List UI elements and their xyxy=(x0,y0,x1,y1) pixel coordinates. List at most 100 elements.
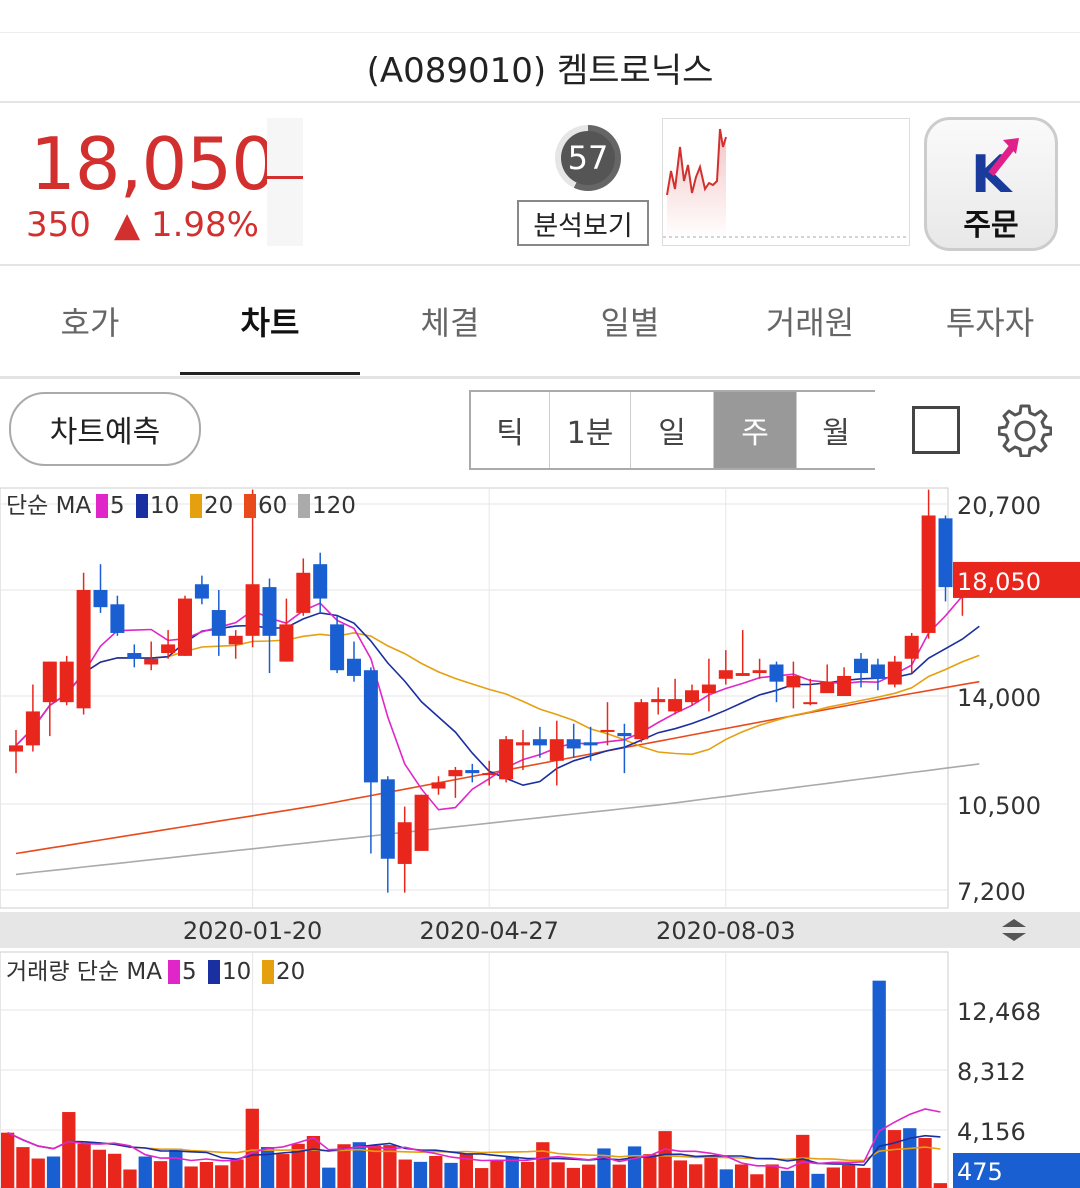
fullscreen-checkbox[interactable] xyxy=(912,406,960,454)
volume-bar xyxy=(887,1130,902,1188)
candle-body xyxy=(820,681,835,694)
analysis-score-badge[interactable]: 57 xyxy=(555,125,621,191)
price-legend-title: 단순 MA xyxy=(6,493,91,519)
candle-body xyxy=(921,515,936,633)
period-tick[interactable]: 틱 xyxy=(471,392,550,468)
volume-bar xyxy=(689,1164,703,1188)
volume-bar xyxy=(413,1161,428,1188)
vma5-line xyxy=(7,1108,941,1170)
candle-body xyxy=(211,610,226,636)
volume-bar xyxy=(383,1145,397,1188)
candle-body xyxy=(59,661,74,703)
candle-body xyxy=(516,742,530,746)
volume-bar xyxy=(582,1164,596,1188)
candle-body xyxy=(701,684,716,694)
current-price-tag-label: 18,050 xyxy=(957,568,1041,596)
candle-body xyxy=(938,518,953,588)
tab-investors[interactable]: 투자자 xyxy=(945,304,1035,342)
volume-bar xyxy=(367,1145,382,1188)
tab-daily[interactable]: 일별 xyxy=(600,304,660,342)
volume-bar xyxy=(811,1173,825,1188)
volume-bar xyxy=(490,1160,504,1188)
candle-body xyxy=(769,664,784,682)
volume-bar xyxy=(46,1156,61,1188)
volume-bar xyxy=(658,1131,672,1188)
candle-body xyxy=(482,773,497,776)
candle-body xyxy=(549,739,564,761)
volume-bar xyxy=(765,1164,779,1188)
analyze-button[interactable]: 분석보기 xyxy=(517,200,649,246)
sparkline-chart[interactable] xyxy=(662,118,910,246)
current-volume-tag-label: 475 xyxy=(957,1158,1003,1186)
legend-swatch xyxy=(208,960,220,984)
period-day[interactable]: 일 xyxy=(631,392,714,468)
settings-gear-icon[interactable] xyxy=(997,403,1053,458)
volume-bar xyxy=(475,1168,489,1188)
order-button[interactable]: K 주문 xyxy=(924,117,1058,251)
order-label: 주문 xyxy=(963,208,1019,243)
tab-trades[interactable]: 체결 xyxy=(420,304,480,342)
candle-body xyxy=(854,658,868,674)
sparkline-svg xyxy=(663,128,909,239)
sparkline-line xyxy=(666,128,727,196)
chart-predict-button[interactable]: 차트예측 xyxy=(9,392,201,466)
price-legend: 단순 MA 5 10 20 60 120 xyxy=(6,493,356,519)
current-price: 18,050 xyxy=(30,122,277,206)
candle-body xyxy=(583,742,598,746)
price-range-marker xyxy=(267,176,303,179)
period-week[interactable]: 주 xyxy=(714,392,797,468)
volume-bar xyxy=(505,1156,519,1188)
volume-bar xyxy=(153,1161,168,1188)
ma5-line xyxy=(15,577,980,811)
volume-tick-label: 12,468 xyxy=(957,998,1041,1026)
candle-body xyxy=(887,661,902,685)
volume-bar xyxy=(551,1162,565,1188)
candle-body xyxy=(532,739,547,746)
candle-body xyxy=(448,770,463,777)
volume-bar xyxy=(459,1153,473,1188)
candle-body xyxy=(42,661,57,703)
legend-label: 20 xyxy=(276,959,305,985)
candle-body xyxy=(76,589,91,709)
candle-body xyxy=(786,675,801,688)
ma20-line xyxy=(15,631,980,756)
tab-bar: 호가 차트 체결 일별 거래원 투자자 xyxy=(0,264,1080,379)
candle-body xyxy=(803,702,818,705)
candle-body xyxy=(380,779,395,859)
candle-body xyxy=(144,658,159,665)
tab-brokers[interactable]: 거래원 xyxy=(765,304,855,342)
date-tick-label: 2020-04-27 xyxy=(419,917,558,945)
active-tab-indicator xyxy=(180,372,360,375)
tab-orderbook[interactable]: 호가 xyxy=(60,304,120,342)
volume-bar xyxy=(566,1167,581,1188)
tab-chart[interactable]: 차트 xyxy=(240,304,300,342)
volume-bar xyxy=(719,1169,733,1188)
period-month[interactable]: 월 xyxy=(797,392,875,468)
volume-bar xyxy=(77,1143,91,1188)
stock-chart[interactable]: 20,700 14,000 10,500 7,200 18,050 단순 MA 5 10 20… xyxy=(0,480,1080,1188)
volume-bar xyxy=(734,1164,749,1188)
price-moving-averages xyxy=(15,577,980,876)
volume-bar xyxy=(306,1136,321,1188)
volume-bar xyxy=(138,1156,152,1188)
volume-bar xyxy=(322,1167,336,1188)
legend-swatch xyxy=(244,494,256,518)
price-change-rate: ▲ 1.98% xyxy=(114,205,259,245)
volume-bar xyxy=(184,1166,198,1188)
collapse-up-icon xyxy=(1002,919,1026,927)
legend-label: 10 xyxy=(150,493,179,519)
period-selector: 틱 1분 일 주 월 xyxy=(469,390,875,470)
volume-bar xyxy=(826,1167,840,1188)
volume-bar xyxy=(673,1160,688,1188)
period-1min[interactable]: 1분 xyxy=(550,392,631,468)
volume-bar xyxy=(276,1154,290,1188)
price-tick-label: 14,000 xyxy=(957,684,1041,712)
volume-bar xyxy=(230,1159,244,1188)
vma10-line xyxy=(7,1131,941,1167)
volume-bar xyxy=(92,1149,107,1188)
candle-body xyxy=(228,635,243,645)
volume-bar xyxy=(291,1143,305,1188)
candle-body xyxy=(397,822,412,864)
volume-bar xyxy=(704,1156,718,1188)
volume-bar xyxy=(918,1138,932,1188)
